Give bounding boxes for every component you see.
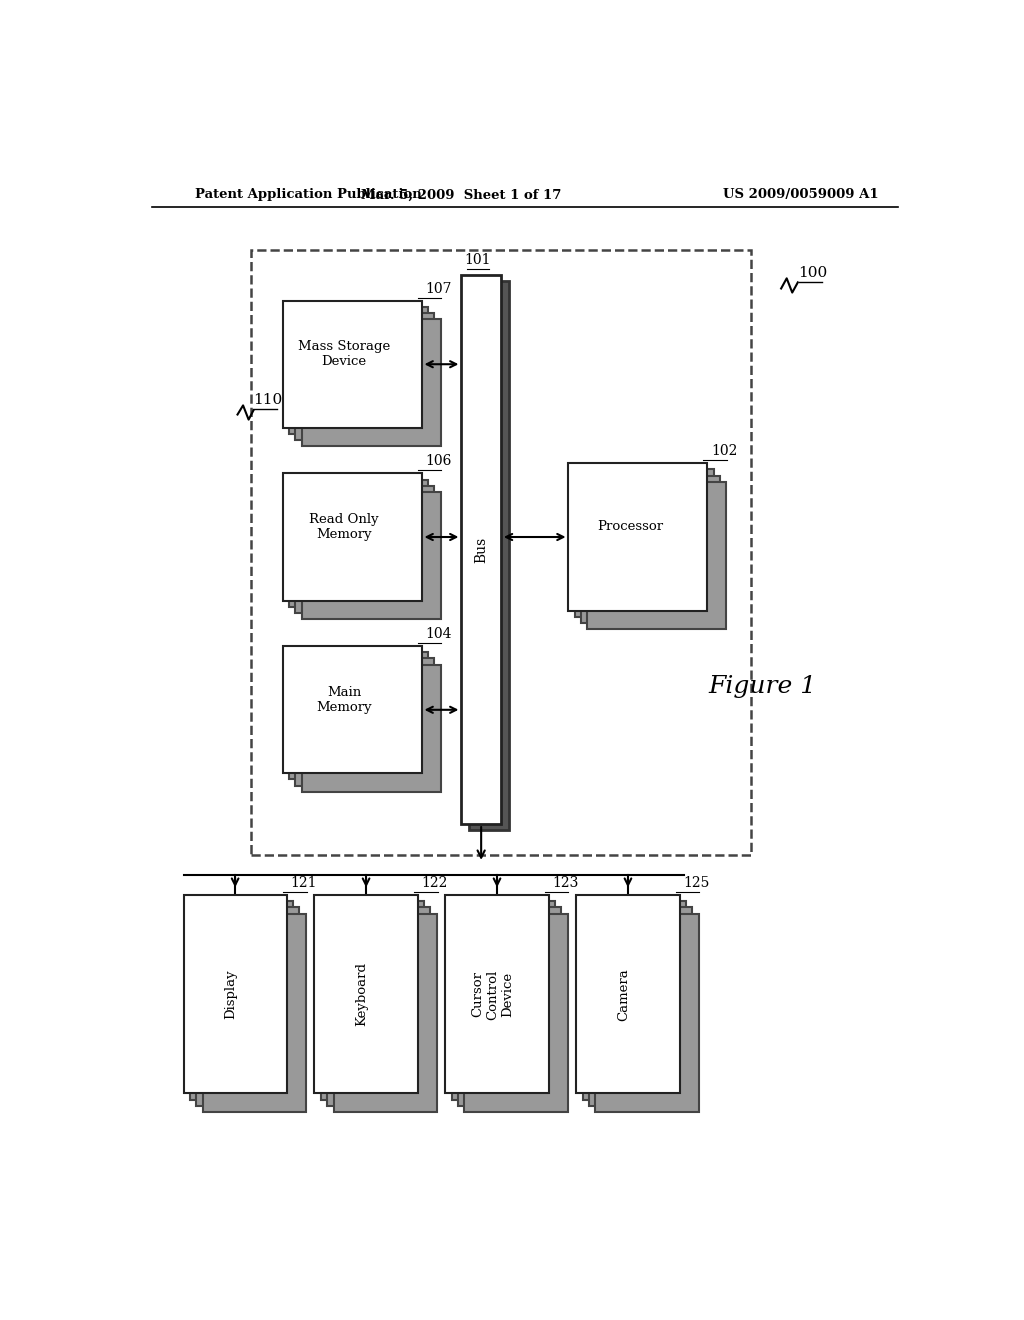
Bar (577, 895, 680, 1093)
Text: 107: 107 (426, 281, 453, 296)
Text: 123: 123 (553, 876, 579, 890)
Text: 122: 122 (422, 876, 449, 890)
Bar (452, 902, 555, 1100)
Text: Main
Memory: Main Memory (316, 685, 372, 714)
Text: Display: Display (224, 970, 238, 1019)
Text: 121: 121 (291, 876, 317, 890)
Bar (465, 913, 567, 1111)
Text: Keyboard: Keyboard (355, 962, 369, 1027)
Bar (469, 281, 509, 830)
Text: 125: 125 (684, 876, 710, 890)
Bar (302, 492, 440, 619)
Bar (296, 486, 434, 612)
Text: US 2009/0059009 A1: US 2009/0059009 A1 (723, 189, 879, 202)
Text: Figure 1: Figure 1 (709, 676, 817, 698)
Text: 110: 110 (253, 393, 283, 408)
Text: Patent Application Publication: Patent Application Publication (196, 189, 422, 202)
Text: 100: 100 (799, 267, 827, 280)
Text: Mar. 5, 2009  Sheet 1 of 17: Mar. 5, 2009 Sheet 1 of 17 (361, 189, 561, 202)
Text: Processor: Processor (597, 520, 663, 533)
Bar (251, 249, 751, 854)
Bar (296, 659, 434, 785)
Bar (582, 475, 720, 623)
Bar (334, 913, 436, 1111)
Text: Mass Storage
Device: Mass Storage Device (298, 341, 390, 368)
Text: 106: 106 (426, 454, 452, 469)
Bar (588, 482, 726, 630)
Text: Read Only
Memory: Read Only Memory (309, 513, 379, 541)
Bar (568, 463, 708, 611)
Bar (289, 479, 428, 607)
Bar (461, 276, 501, 824)
Bar (189, 902, 293, 1100)
Text: 104: 104 (426, 627, 453, 642)
Bar (445, 895, 549, 1093)
Bar (283, 474, 422, 601)
Bar (289, 306, 428, 434)
Bar (595, 913, 698, 1111)
Bar (289, 652, 428, 779)
Text: Bus: Bus (474, 537, 488, 562)
Bar (314, 895, 418, 1093)
Bar (283, 647, 422, 774)
Bar (328, 907, 430, 1106)
Text: Cursor
Control
Device: Cursor Control Device (472, 969, 514, 1019)
Text: Camera: Camera (617, 968, 631, 1020)
Bar (302, 319, 440, 446)
Bar (302, 664, 440, 792)
Bar (283, 301, 422, 428)
Bar (574, 470, 714, 616)
Bar (203, 913, 306, 1111)
Bar (197, 907, 299, 1106)
Bar (589, 907, 692, 1106)
Bar (321, 902, 424, 1100)
Bar (183, 895, 287, 1093)
Text: 101: 101 (464, 253, 490, 267)
Bar (583, 902, 686, 1100)
Bar (296, 313, 434, 440)
Bar (458, 907, 561, 1106)
Text: 102: 102 (712, 445, 737, 458)
